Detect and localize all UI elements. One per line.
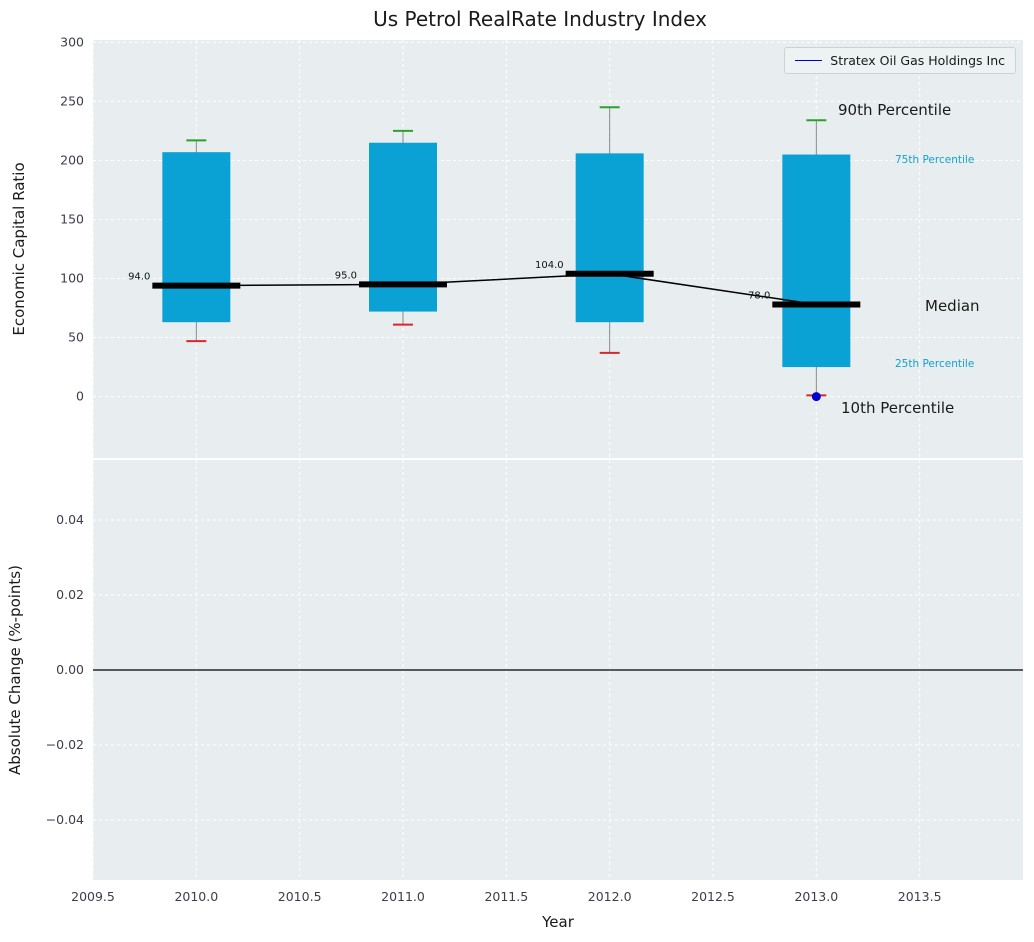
median-value-label: 95.0 [335,270,357,281]
company-point [811,392,821,402]
annotation-75th-percentile: 75th Percentile [895,154,974,166]
annotation-90th-percentile: 90th Percentile [838,101,951,119]
x-tick-label: 2012.5 [691,889,735,904]
bottom-y-axis-label: Absolute Change (%-points) [6,565,24,775]
top-y-axis-label: Economic Capital Ratio [10,162,28,335]
box-iqr [162,152,231,323]
x-tick-label: 2010.5 [278,889,322,904]
y-tick-label: 200 [60,152,84,167]
x-tick-label: 2009.5 [71,889,115,904]
median-value-label: 78.0 [748,290,770,301]
y-tick-label: 0 [76,389,84,404]
median-value-label: 104.0 [535,260,564,271]
annotation-25th-percentile: 25th Percentile [895,358,974,370]
median-trend-line [196,273,817,306]
y-tick-label: 250 [60,93,84,108]
y-tick-label: −0.02 [46,737,84,752]
x-tick-label: 2011.0 [381,889,425,904]
y-tick-label: 100 [60,271,84,286]
y-tick-label: 0.02 [56,587,84,602]
chart-title: Us Petrol RealRate Industry Index [373,7,707,31]
x-tick-label: 2011.5 [484,889,528,904]
x-tick-label: 2010.0 [174,889,218,904]
legend-label: Stratex Oil Gas Holdings Inc [830,53,1005,68]
median-value-label: 94.0 [128,272,150,283]
legend-line-sample [795,60,823,61]
box-iqr [575,153,644,323]
annotation-median: Median [925,297,980,315]
top-axes-background [93,40,1023,458]
y-tick-label: 0.00 [56,662,84,677]
y-tick-label: 150 [60,211,84,226]
legend: Stratex Oil Gas Holdings Inc [784,47,1016,74]
x-axis-label: Year [541,913,575,931]
x-tick-label: 2013.0 [794,889,838,904]
x-tick-label: 2012.0 [588,889,632,904]
annotation-10th-percentile: 10th Percentile [841,399,954,417]
y-tick-label: 50 [68,330,84,345]
y-tick-label: 300 [60,34,84,49]
y-tick-label: −0.04 [46,812,84,827]
x-tick-label: 2013.5 [898,889,942,904]
box-iqr [782,154,851,368]
y-tick-label: 0.04 [56,512,84,527]
